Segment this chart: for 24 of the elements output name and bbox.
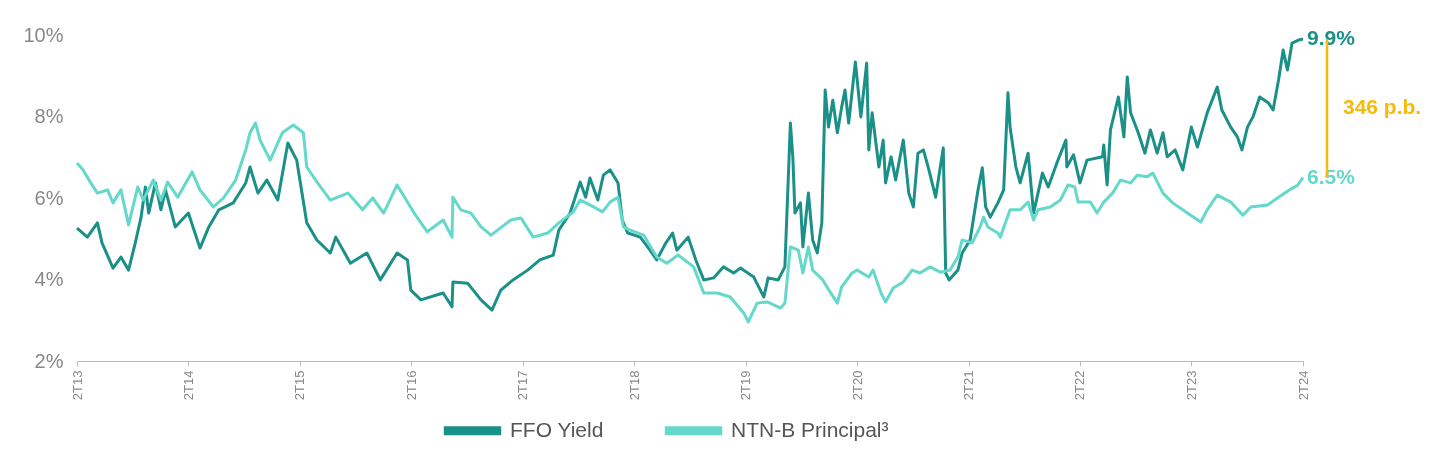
y-tick-label: 8%: [34, 105, 64, 127]
x-tick-label: 2T16: [403, 370, 419, 401]
y-tick-label: 10%: [23, 23, 64, 46]
x-tick-label: 2T20: [849, 370, 865, 401]
x-tick-label: 2T13: [69, 370, 85, 401]
line-series: [75, 121, 1305, 324]
annotation: 9.9%: [1307, 26, 1356, 50]
x-tick-label: 2T21: [961, 370, 977, 401]
x-tick-label: 2T17: [515, 370, 531, 401]
x-tick-label: 2T15: [292, 370, 308, 401]
x-tick-label: 2T19: [738, 370, 754, 401]
legend-label: FFO Yield: [510, 417, 604, 441]
legend-label: NTN-B Principal³: [731, 417, 889, 441]
x-tick-label: 2T14: [180, 370, 196, 401]
text: 346 p.b.: [1343, 95, 1422, 119]
x-tick-label: 2T22: [1072, 370, 1088, 401]
x-tick-label: 2T18: [626, 370, 642, 401]
x-tick-label: 2T24: [1295, 370, 1311, 401]
annotation: 6.5%: [1307, 164, 1356, 188]
y-tick-label: 4%: [34, 268, 64, 290]
y-tick-label: 2%: [34, 349, 64, 372]
x-tick-label: 2T23: [1183, 370, 1199, 401]
line-series: [75, 37, 1305, 312]
y-tick-label: 6%: [34, 186, 64, 209]
